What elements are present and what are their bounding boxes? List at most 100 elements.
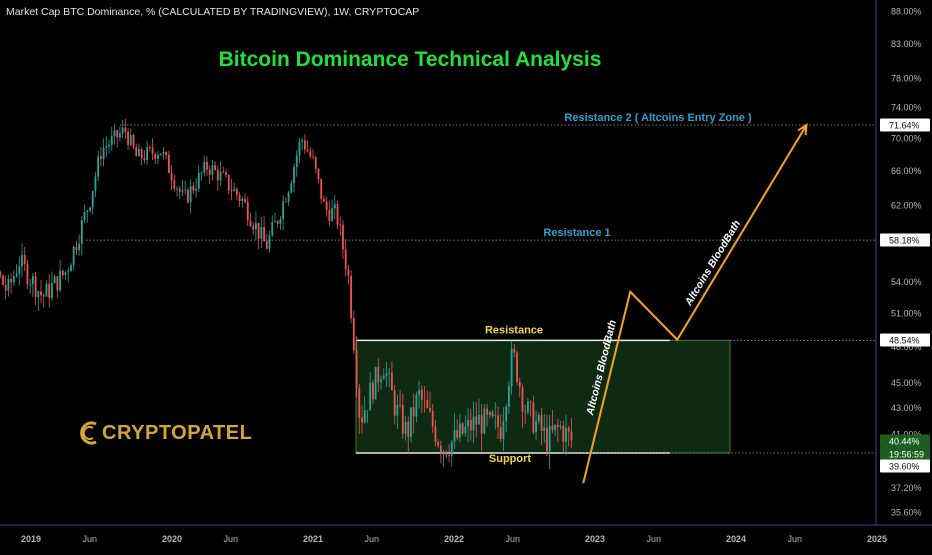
- candle-body: [567, 428, 570, 432]
- candle-body: [61, 270, 64, 276]
- y-tick-label: 83.00%: [891, 39, 922, 49]
- candle-body: [518, 381, 521, 388]
- price-tag-label: 48.54%: [889, 336, 920, 346]
- candle-body: [59, 270, 61, 291]
- projection-path: [582, 124, 808, 484]
- candle-body: [333, 204, 336, 209]
- candle-body: [124, 127, 127, 132]
- level-label: Support: [489, 453, 531, 465]
- candle-body: [184, 189, 187, 191]
- candle-body: [450, 441, 453, 456]
- candle-body: [241, 198, 244, 201]
- candle-body: [192, 185, 195, 191]
- candle-body: [393, 390, 396, 416]
- candle-body: [45, 283, 48, 297]
- candle-body: [56, 276, 59, 291]
- candle-body: [505, 406, 508, 422]
- candle-body: [42, 295, 45, 297]
- candle-body: [94, 176, 97, 191]
- candle-body: [102, 148, 105, 160]
- candle-body: [274, 221, 276, 223]
- candle-body: [559, 425, 562, 427]
- candle-body: [265, 241, 268, 249]
- candle-body: [521, 387, 524, 412]
- candle-body: [15, 273, 18, 277]
- candle-body: [222, 171, 225, 173]
- candle-body: [439, 445, 442, 455]
- candle-body: [86, 210, 89, 213]
- candle-body: [211, 165, 214, 175]
- candle-body: [113, 130, 116, 137]
- y-tick-label: 37.20%: [891, 483, 922, 493]
- candle-body: [31, 276, 34, 284]
- candle-body: [423, 399, 426, 401]
- candle-body: [271, 222, 274, 236]
- price-tag: [880, 118, 930, 132]
- candle-body: [347, 269, 350, 276]
- candle-body: [214, 165, 217, 170]
- candle-body: [448, 454, 450, 456]
- candle-body: [540, 415, 543, 431]
- candle-body: [154, 153, 157, 159]
- candle-body: [178, 188, 181, 192]
- candle-body: [279, 219, 282, 224]
- x-tick-label: Jun: [364, 534, 379, 544]
- candle-body: [165, 152, 168, 155]
- candle-body: [187, 189, 189, 203]
- candle-body: [464, 426, 467, 434]
- candle-body: [461, 423, 464, 434]
- candle-body: [548, 425, 551, 452]
- x-tick-label: 2021: [303, 534, 323, 544]
- candle-body: [309, 151, 312, 157]
- price-tag: [880, 233, 930, 247]
- logo-text: CRYPTOPATEL: [102, 421, 253, 444]
- candle-body: [216, 169, 219, 181]
- candle-body: [301, 140, 304, 142]
- candle-body: [110, 136, 113, 145]
- price-tag-label: 39.60%: [889, 462, 920, 472]
- candle-body: [554, 424, 557, 431]
- cryptopatel-logo: CRYPTOPATEL: [80, 420, 252, 446]
- candle-body: [429, 407, 431, 412]
- candle-body: [480, 414, 483, 434]
- candle-body: [225, 172, 227, 175]
- candle-body: [491, 411, 494, 416]
- candle-body: [513, 348, 516, 353]
- candle-body: [227, 174, 230, 191]
- candle-body: [244, 198, 246, 203]
- candle-body: [298, 141, 301, 156]
- candle-body: [146, 147, 149, 161]
- candle-body: [546, 427, 548, 452]
- candle-body: [260, 227, 263, 239]
- candle-body: [0, 271, 2, 276]
- candle-body: [391, 372, 393, 391]
- candle-body: [4, 284, 7, 291]
- y-tick-label: 66.00%: [891, 166, 922, 176]
- x-tick-label: 2020: [162, 534, 182, 544]
- y-tick-label: 51.00%: [891, 309, 922, 319]
- candle-body: [535, 421, 537, 433]
- candle-body: [197, 172, 200, 189]
- candle-body: [352, 317, 355, 351]
- x-tick-label: 2019: [21, 534, 41, 544]
- candle-body: [151, 147, 154, 154]
- candle-body: [7, 279, 10, 291]
- candle-body: [206, 162, 208, 170]
- candle-body: [331, 208, 333, 221]
- candle-body: [252, 225, 255, 230]
- candle-body: [339, 224, 342, 226]
- candle-body: [83, 212, 86, 221]
- candle-body: [420, 389, 423, 400]
- candle-body: [119, 133, 121, 138]
- candle-body: [148, 147, 151, 148]
- candle-body: [510, 348, 513, 387]
- candle-body: [325, 201, 328, 211]
- annotation-label: Altcoins BloodBath: [682, 218, 743, 309]
- candle-body: [138, 148, 140, 157]
- x-tick-label: Jun: [787, 534, 802, 544]
- candle-body: [456, 430, 459, 438]
- price-tag: [880, 333, 930, 347]
- candle-body: [355, 350, 358, 388]
